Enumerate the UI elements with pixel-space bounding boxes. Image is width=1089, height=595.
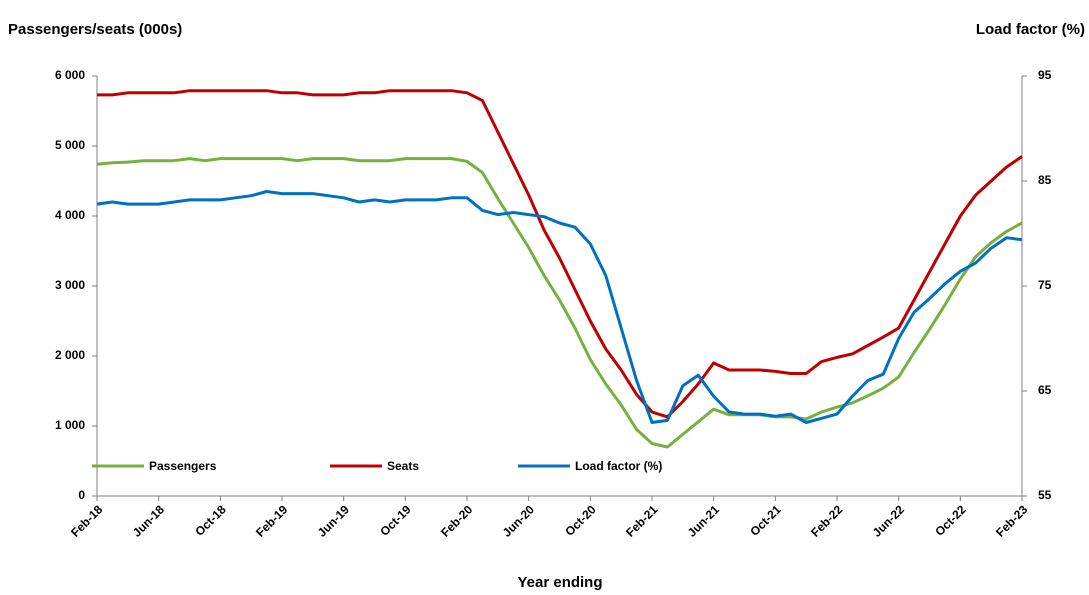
y2-tick-label: 85 [1038,173,1052,187]
x-tick-label: Jun-18 [130,502,167,539]
y2-tick-label: 55 [1038,488,1052,502]
legend-label: Passengers [149,459,217,473]
series-line [97,89,1023,419]
y-tick-label: 4 000 [55,208,85,222]
series-line [96,157,1023,449]
x-axis-title: Year ending [517,574,602,591]
x-tick-label: Oct-18 [192,502,229,539]
x-tick-label: Oct-22 [932,502,969,539]
legend-label: Load factor (%) [575,459,662,473]
y-tick-label: 1 000 [55,418,85,432]
x-tick-label: Feb-23 [993,502,1030,539]
y2-tick-label: 65 [1038,383,1052,397]
x-tick-label: Jun-20 [500,502,537,539]
legend-label: Seats [387,459,419,473]
y-tick-label: 0 [78,488,85,502]
x-tick-label: Jun-19 [315,502,352,539]
x-tick-label: Feb-21 [623,502,660,539]
y2-tick-label: 95 [1038,68,1052,82]
y-tick-label: 5 000 [55,138,85,152]
x-tick-label: Oct-20 [562,502,599,539]
y2-axis-title: Load factor (%) [976,21,1085,38]
x-tick-label: Feb-19 [253,502,290,539]
x-tick-label: Oct-21 [747,502,784,539]
y-tick-label: 3 000 [55,278,85,292]
x-tick-label: Oct-19 [377,502,414,539]
y-axis-title: Passengers/seats (000s) [8,21,182,38]
x-tick-label: Feb-20 [438,502,475,539]
y2-tick-label: 75 [1038,278,1052,292]
y-tick-label: 2 000 [55,348,85,362]
x-tick-label: Feb-18 [68,502,105,539]
y-tick-label: 6 000 [55,68,85,82]
x-tick-label: Feb-22 [808,502,845,539]
series-line [96,190,1023,424]
x-tick-label: Jun-22 [870,502,907,539]
x-tick-label: Jun-21 [685,502,722,539]
